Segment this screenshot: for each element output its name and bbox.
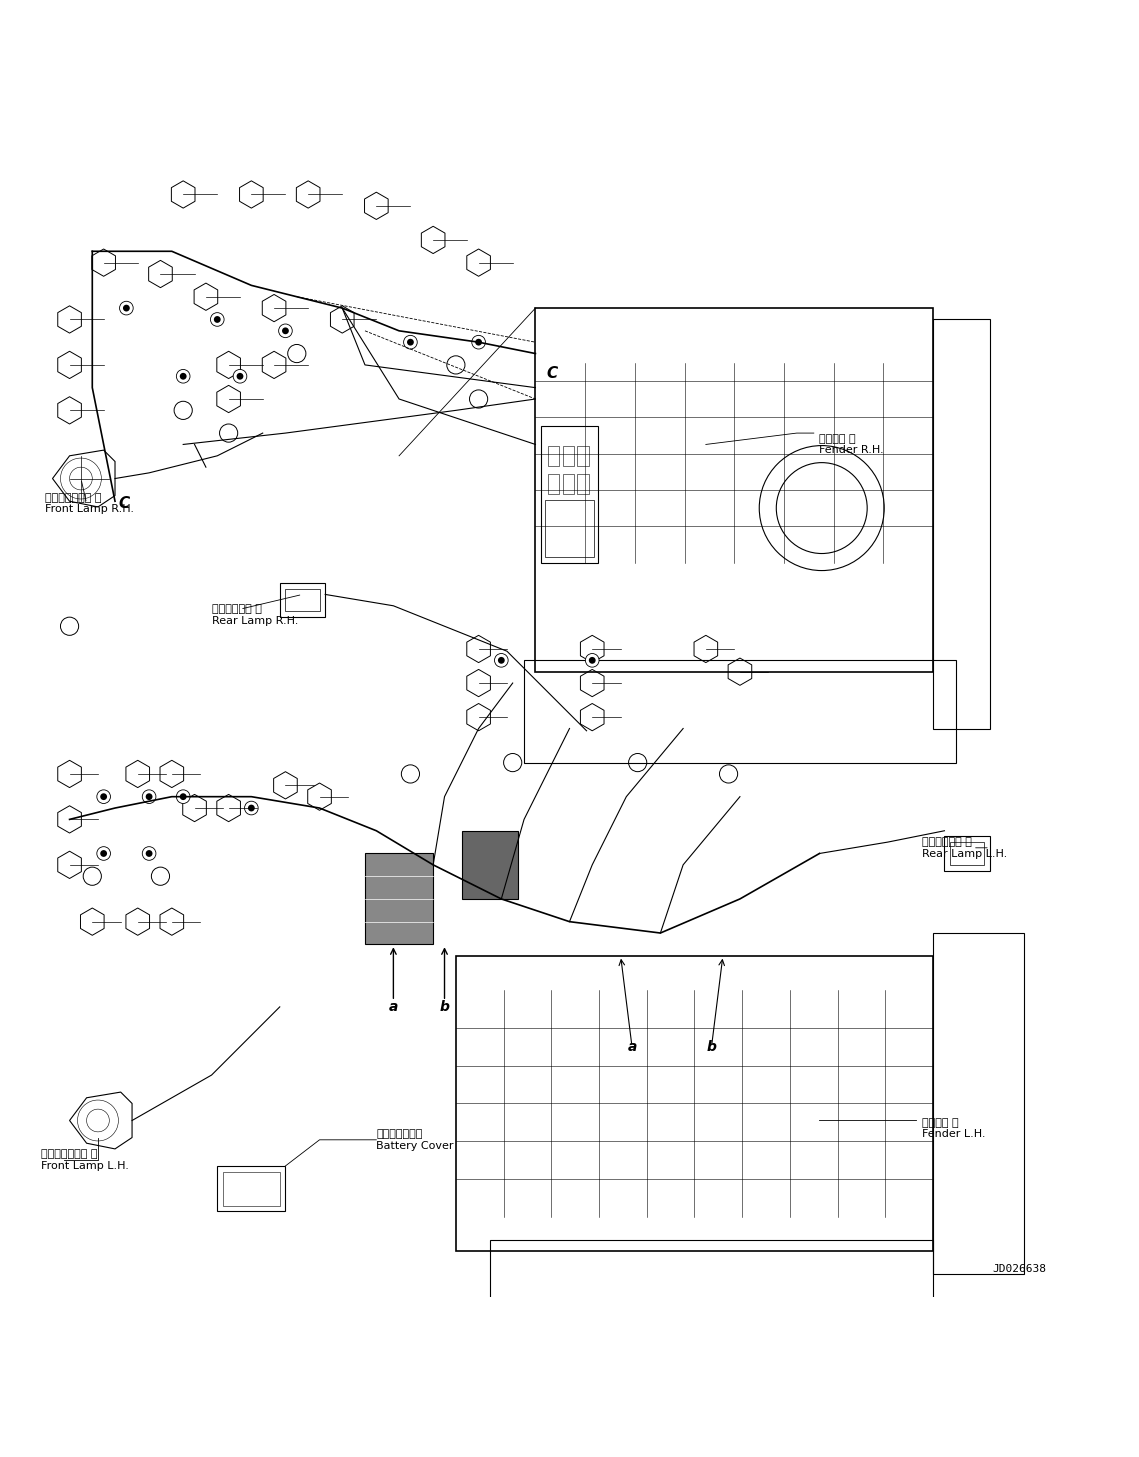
Text: フロントランプ 右
Front Lamp R.H.: フロントランプ 右 Front Lamp R.H. [44, 492, 133, 514]
Circle shape [142, 847, 156, 860]
Circle shape [100, 793, 107, 800]
Circle shape [146, 793, 153, 800]
Text: C: C [118, 495, 130, 511]
Circle shape [233, 370, 247, 383]
Text: フロントランプ 左
Front Lamp L.H.: フロントランプ 左 Front Lamp L.H. [41, 1150, 129, 1171]
Circle shape [494, 654, 508, 667]
Circle shape [282, 328, 289, 334]
Bar [461, 830, 518, 899]
Circle shape [97, 847, 110, 860]
Circle shape [97, 790, 110, 803]
Circle shape [589, 657, 596, 664]
Text: a: a [628, 1040, 637, 1053]
Bar [218, 1166, 286, 1211]
Circle shape [245, 801, 259, 814]
Text: リヤーランプ 右
Rear Lamp R.H.: リヤーランプ 右 Rear Lamp R.H. [212, 605, 298, 625]
Circle shape [403, 335, 417, 350]
Bar [541, 427, 598, 562]
Bar [933, 932, 1024, 1273]
Text: JD026638: JD026638 [993, 1263, 1047, 1273]
Circle shape [100, 849, 107, 857]
Circle shape [211, 313, 224, 326]
Circle shape [214, 316, 221, 323]
Text: C: C [547, 366, 558, 382]
Circle shape [279, 323, 293, 338]
Circle shape [248, 804, 255, 812]
Circle shape [585, 654, 599, 667]
Text: b: b [706, 1040, 716, 1053]
Bar [280, 583, 326, 618]
Bar [535, 307, 933, 672]
Text: b: b [440, 1000, 450, 1014]
Text: バッテリカバー
Battery Cover: バッテリカバー Battery Cover [376, 1129, 453, 1151]
Bar [544, 500, 595, 557]
Bar [364, 854, 433, 944]
Bar [548, 474, 559, 494]
Circle shape [237, 373, 244, 380]
Bar [223, 1171, 280, 1206]
Bar [950, 842, 984, 865]
Bar [563, 446, 574, 466]
Circle shape [475, 339, 482, 345]
Circle shape [180, 373, 187, 380]
Text: a: a [388, 1000, 398, 1014]
Circle shape [472, 335, 485, 350]
Text: フェンダ 右
Fender R.H.: フェンダ 右 Fender R.H. [819, 434, 884, 455]
Circle shape [498, 657, 505, 664]
Bar [944, 836, 990, 870]
Bar [577, 474, 589, 494]
Circle shape [407, 339, 413, 345]
Circle shape [146, 849, 153, 857]
Text: フェンダ 左
Fender L.H.: フェンダ 左 Fender L.H. [921, 1118, 985, 1139]
Bar [548, 446, 559, 466]
Bar [524, 660, 956, 762]
Bar [286, 589, 320, 612]
Circle shape [177, 370, 190, 383]
Bar [563, 474, 574, 494]
Circle shape [177, 790, 190, 803]
Bar [577, 446, 589, 466]
Bar [933, 319, 990, 728]
Bar [490, 1240, 933, 1342]
Circle shape [123, 305, 130, 312]
Circle shape [180, 793, 187, 800]
Bar [456, 956, 933, 1252]
Text: リヤーランプ 左
Rear Lamp L.H.: リヤーランプ 左 Rear Lamp L.H. [921, 836, 1007, 858]
Circle shape [142, 790, 156, 803]
Circle shape [120, 302, 133, 315]
